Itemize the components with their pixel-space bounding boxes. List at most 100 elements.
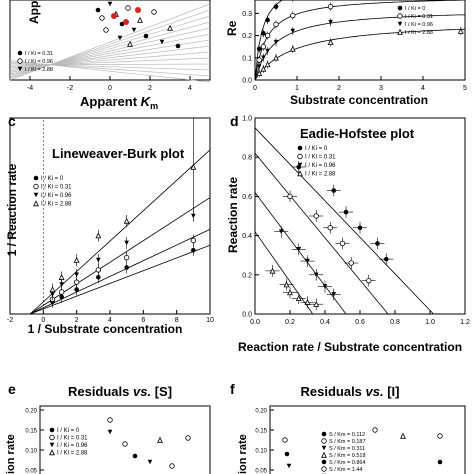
panel-e-legend-entry: I / Ki = 0 bbox=[57, 428, 80, 434]
panel-c-legend-entry: I / Ki = 0.31 bbox=[41, 185, 72, 191]
panel-b-point bbox=[260, 43, 267, 50]
panel-d-legend-marker bbox=[297, 145, 303, 151]
panel-b-y-tick-label: 0.3 bbox=[242, 11, 252, 18]
panel-c-x-tick-label: 4 bbox=[108, 317, 112, 324]
panel-e-legend-entry: I / Ki = 2.88 bbox=[57, 451, 88, 457]
panel-d-point bbox=[295, 295, 302, 302]
panel-b-legend-entry: I / Ki = 0 bbox=[405, 6, 425, 12]
panel-c-x-tick-label: 0 bbox=[41, 317, 45, 324]
panel-b-legend-entry: I / Ki = 0.31 bbox=[405, 14, 433, 20]
panel-d-x-tick-label: 0.4 bbox=[320, 319, 330, 326]
panel-a-legend-marker bbox=[17, 58, 23, 64]
panel-e-point bbox=[169, 463, 175, 469]
panel-d-legend-marker bbox=[297, 162, 303, 168]
panel-a-point bbox=[95, 7, 101, 13]
panel-f-ylabel: ion rate bbox=[237, 434, 249, 474]
panel-a-point bbox=[151, 9, 157, 15]
panel-c-point bbox=[190, 163, 197, 170]
panel-c-legend-marker bbox=[33, 192, 39, 198]
panel-a-x-tick-label: -4 bbox=[27, 85, 33, 92]
panel-c-point bbox=[95, 267, 102, 273]
panel-d-point bbox=[366, 277, 372, 284]
panel-c-fit-line bbox=[29, 244, 211, 315]
panel-f-y-tick-label: 0.10 bbox=[255, 449, 267, 455]
panel-b-point bbox=[264, 32, 271, 39]
panel-c-point bbox=[190, 237, 197, 244]
panel-f-point bbox=[282, 437, 288, 443]
panel-e-legend-marker bbox=[49, 442, 55, 448]
panel-f-legend-entry: S / Km = 0.864 bbox=[329, 460, 366, 466]
panel-b-x-tick-label: 5 bbox=[463, 85, 467, 92]
panel-a-point bbox=[125, 5, 131, 11]
panel-d-title: Eadie-Hofstee plot bbox=[300, 126, 415, 141]
panel-e-y-tick-label: 0.05 bbox=[25, 469, 37, 474]
panel-b-x-tick-label: 1 bbox=[295, 85, 299, 92]
panel-d-y-tick-label: 0.2 bbox=[242, 272, 252, 279]
panel-c-point bbox=[59, 282, 64, 287]
panel-f-y-tick-label: 0.20 bbox=[255, 409, 267, 415]
panel-a-ylabel: Apparent bbox=[27, 0, 41, 24]
panel-e-legend-marker bbox=[49, 427, 55, 433]
panel-b-x-tick-label: 3 bbox=[379, 85, 383, 92]
panel-d-y-tick-label: 1.0 bbox=[242, 116, 252, 123]
panel-b-point bbox=[273, 39, 279, 45]
panel-c: c Lineweaver-Burk plot -2 0 2 4 6 8 10 I / Ki =… bbox=[5, 113, 214, 336]
panel-b-point bbox=[273, 4, 279, 9]
panel-b-point bbox=[273, 21, 279, 28]
panel-d-y-tick-label: 0.0 bbox=[242, 312, 252, 319]
panel-c-point bbox=[74, 287, 79, 292]
panel-c-xlabel: 1 / Substrate concentration bbox=[28, 322, 183, 336]
panel-c-point bbox=[191, 248, 196, 253]
panel-f-letter: f bbox=[230, 381, 235, 397]
panel-d-point bbox=[313, 301, 320, 307]
panel-b-fit-curve bbox=[254, 0, 283, 81]
panel-e-point bbox=[147, 459, 153, 465]
panel-b-legend-marker bbox=[397, 13, 403, 19]
panel-b-point bbox=[261, 31, 266, 36]
panel-a-highlight-point bbox=[111, 13, 117, 19]
panel-d-x-tick-label: 0.6 bbox=[355, 319, 365, 326]
panel-c-point bbox=[124, 265, 129, 270]
panel-b-x-tick-label: 4 bbox=[421, 85, 425, 92]
panel-b-y-tick-label: 0.2 bbox=[242, 33, 252, 40]
panel-b-fit-curve bbox=[254, 14, 466, 81]
panel-a-point bbox=[137, 16, 143, 23]
panel-b-point bbox=[327, 39, 334, 45]
panel-d-fit-line bbox=[254, 192, 347, 315]
panel-e: e Residuals vs. [S] 0.20 0.15 0.10 0.05 I / … bbox=[5, 381, 211, 474]
panel-b-point bbox=[261, 55, 266, 61]
panel-e-ylabel: ion rate bbox=[5, 434, 17, 474]
panel-b-point bbox=[328, 19, 333, 25]
panel-a-point bbox=[107, 1, 113, 7]
panel-a-highlight-point bbox=[135, 7, 141, 13]
panel-d-xlabel: Reaction rate / Substrate concentration bbox=[238, 340, 462, 354]
panel-d-point bbox=[287, 289, 293, 296]
panel-c-fit-line bbox=[29, 197, 211, 315]
panel-c-ylabel: 1 / Reaction rate bbox=[5, 163, 19, 256]
panel-b-x-tick-label: 2 bbox=[337, 85, 341, 92]
panel-d-point bbox=[331, 188, 337, 193]
panel-c-point bbox=[96, 274, 101, 280]
panel-d-point bbox=[343, 209, 349, 215]
panel-f-legend-entry: S / Km = 0.311 bbox=[329, 446, 365, 452]
panel-a-point bbox=[175, 43, 181, 49]
panel-f-legend-marker bbox=[321, 466, 327, 472]
panel-f: f Residuals vs. [I] 0.20 0.15 0.10 0.05 S / … bbox=[230, 381, 466, 474]
panel-c-point bbox=[123, 217, 130, 224]
panel-a-x-tick-label: 0 bbox=[108, 85, 112, 92]
panel-b-point bbox=[289, 45, 296, 52]
panel-b-point bbox=[290, 12, 296, 19]
panel-f-point bbox=[437, 459, 443, 465]
panel-f-point bbox=[284, 451, 290, 457]
panel-d-point bbox=[287, 193, 293, 200]
panel-d-legend-entry: I / Ki = 2.88 bbox=[305, 172, 336, 178]
panel-b-point bbox=[273, 54, 279, 61]
panel-e-point bbox=[122, 441, 128, 447]
panel-b-legend-marker bbox=[397, 28, 403, 35]
panel-a-point bbox=[143, 33, 149, 39]
panel-a-point bbox=[99, 15, 105, 21]
panel-a-legend-entry: I / Ki = 0.31 bbox=[25, 51, 53, 57]
panel-b-fit-curve bbox=[254, 0, 466, 81]
panel-c-title: Lineweaver-Burk plot bbox=[52, 146, 185, 161]
